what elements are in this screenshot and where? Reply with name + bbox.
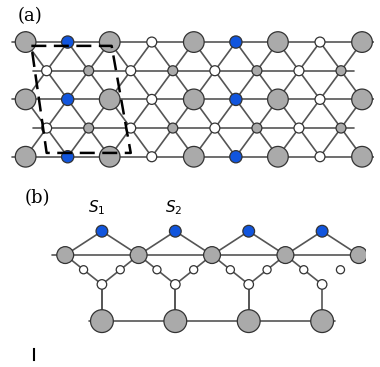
Circle shape — [350, 247, 367, 264]
Circle shape — [268, 146, 288, 167]
Circle shape — [336, 66, 346, 76]
Circle shape — [244, 280, 253, 289]
Circle shape — [116, 266, 124, 274]
Circle shape — [352, 32, 372, 52]
Circle shape — [90, 310, 113, 333]
Circle shape — [277, 247, 294, 264]
Circle shape — [252, 123, 262, 133]
Circle shape — [315, 94, 325, 104]
Circle shape — [268, 32, 288, 52]
Circle shape — [62, 93, 74, 106]
Circle shape — [184, 146, 204, 167]
Circle shape — [336, 123, 346, 133]
Circle shape — [62, 150, 74, 163]
Circle shape — [230, 150, 242, 163]
Circle shape — [15, 146, 36, 167]
Circle shape — [300, 266, 308, 274]
Text: (b): (b) — [24, 189, 50, 207]
Circle shape — [147, 37, 157, 47]
Circle shape — [100, 32, 120, 52]
Circle shape — [84, 123, 93, 133]
Circle shape — [96, 225, 108, 237]
Circle shape — [317, 280, 327, 289]
Circle shape — [230, 93, 242, 106]
Circle shape — [352, 89, 372, 110]
Circle shape — [315, 37, 325, 47]
Circle shape — [190, 266, 198, 274]
Circle shape — [100, 146, 120, 167]
Text: $S_1$: $S_1$ — [88, 199, 105, 217]
Circle shape — [238, 310, 260, 333]
Text: $S_2$: $S_2$ — [165, 199, 182, 217]
Circle shape — [168, 123, 178, 133]
Circle shape — [100, 89, 120, 110]
Circle shape — [184, 89, 204, 110]
Circle shape — [204, 247, 220, 264]
Circle shape — [230, 36, 242, 48]
Circle shape — [147, 152, 157, 162]
Circle shape — [147, 94, 157, 104]
Circle shape — [243, 225, 255, 237]
Circle shape — [15, 32, 36, 52]
Circle shape — [126, 66, 136, 76]
Circle shape — [57, 247, 74, 264]
Circle shape — [130, 247, 147, 264]
Circle shape — [79, 266, 88, 274]
Circle shape — [171, 280, 180, 289]
Circle shape — [210, 123, 220, 133]
Circle shape — [168, 66, 178, 76]
Circle shape — [164, 310, 187, 333]
Circle shape — [62, 36, 74, 48]
Circle shape — [268, 89, 288, 110]
Circle shape — [316, 225, 328, 237]
Circle shape — [153, 266, 161, 274]
Circle shape — [263, 266, 271, 274]
Circle shape — [226, 266, 234, 274]
Circle shape — [336, 266, 345, 274]
Circle shape — [97, 280, 107, 289]
Circle shape — [126, 123, 136, 133]
Circle shape — [42, 66, 52, 76]
Circle shape — [15, 89, 36, 110]
Circle shape — [210, 66, 220, 76]
Circle shape — [252, 66, 262, 76]
Circle shape — [169, 225, 181, 237]
Circle shape — [184, 32, 204, 52]
Circle shape — [311, 310, 334, 333]
Circle shape — [315, 152, 325, 162]
Circle shape — [42, 123, 52, 133]
Circle shape — [294, 66, 304, 76]
Circle shape — [352, 146, 372, 167]
Circle shape — [84, 66, 93, 76]
Circle shape — [294, 123, 304, 133]
Text: (a): (a) — [17, 7, 42, 25]
